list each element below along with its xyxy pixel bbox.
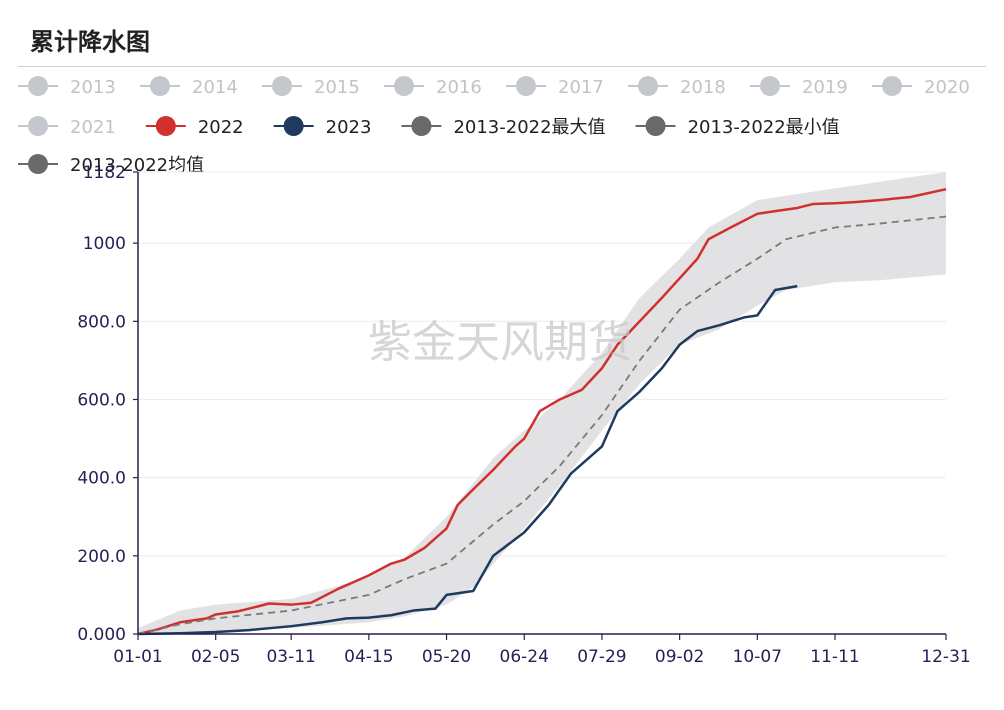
legend-item-2021[interactable]: 2021 — [18, 116, 116, 138]
x-tick-label: 01-01 — [113, 647, 162, 667]
legend-label: 2013-2022最大值 — [453, 117, 605, 138]
legend-item-2015[interactable]: 2015 — [262, 76, 360, 98]
legend-item-2017[interactable]: 2017 — [506, 76, 604, 98]
legend-marker-icon — [283, 116, 304, 136]
y-tick-label: 600.0 — [77, 390, 126, 410]
legend-marker-icon — [155, 116, 176, 136]
watermark: 紫金天风期货 — [368, 317, 632, 368]
series-line-average — [137, 215, 947, 635]
legend-item-2013-2022均值[interactable]: 2013-2022均值 — [18, 154, 204, 176]
legend-label: 2013-2022最小值 — [688, 117, 840, 138]
x-tick-label: 07-29 — [577, 647, 626, 667]
legend-marker-icon — [882, 76, 902, 96]
legend-marker-icon — [760, 76, 780, 96]
legend-label: 2014 — [192, 77, 238, 98]
legend-item-2013-2022最小值[interactable]: 2013-2022最小值 — [635, 116, 840, 138]
x-tick-label: 12-31 — [921, 647, 970, 667]
legend-label: 2018 — [680, 77, 726, 98]
y-tick-label: 200.0 — [77, 547, 126, 567]
legend-marker-icon — [150, 76, 170, 96]
x-tick-label: 09-02 — [655, 647, 704, 667]
plot-area — [137, 172, 947, 636]
x-tick-label: 02-05 — [191, 647, 240, 667]
legend-label: 2022 — [198, 117, 244, 138]
x-tick-label: 05-20 — [422, 647, 471, 667]
x-tick-label: 06-24 — [500, 647, 549, 667]
legend-marker-icon — [638, 76, 658, 96]
axes: 0.000 200.0 400.0 600.0 800.0 1000 1182 01-01 02… — [77, 163, 970, 667]
legend-label: 2013 — [70, 77, 116, 98]
legend-label: 2016 — [436, 77, 482, 98]
x-tick-label: 10-07 — [733, 647, 782, 667]
legend-item-2022[interactable]: 2022 — [145, 116, 244, 138]
legend-marker-icon — [394, 76, 414, 96]
legend-label: 2023 — [326, 117, 372, 138]
y-tick-label: 400.0 — [77, 469, 126, 489]
x-tick-label: 04-15 — [344, 647, 393, 667]
max-min-band — [138, 172, 946, 634]
legend-label: 2017 — [558, 77, 604, 98]
x-tick-label: 03-11 — [266, 647, 315, 667]
legend: 2013 2014 2015 2016 2017 2018 2019 2020 2021 2022… — [18, 76, 970, 176]
y-tick-label: 0.000 — [77, 625, 126, 645]
legend-marker-icon — [411, 116, 432, 136]
legend-item-2020[interactable]: 2020 — [872, 76, 970, 98]
legend-item-2014[interactable]: 2014 — [140, 76, 238, 98]
legend-marker-icon — [516, 76, 536, 96]
legend-item-2023[interactable]: 2023 — [273, 116, 372, 138]
y-tick-label: 800.0 — [77, 312, 126, 332]
legend-label: 2020 — [924, 77, 970, 98]
title-divider — [18, 66, 986, 67]
legend-label: 2019 — [802, 77, 848, 98]
legend-marker-icon — [28, 154, 48, 174]
y-tick-label: 1182 — [83, 163, 126, 183]
page-title: 累计降水图 — [30, 27, 150, 56]
legend-item-2013[interactable]: 2013 — [18, 76, 116, 98]
legend-item-2019[interactable]: 2019 — [750, 76, 848, 98]
series-line-2022 — [137, 187, 947, 636]
series-line-2023 — [137, 284, 798, 636]
legend-item-2016[interactable]: 2016 — [384, 76, 482, 98]
legend-item-2013-2022最大值[interactable]: 2013-2022最大值 — [401, 116, 606, 138]
legend-marker-icon — [645, 116, 666, 136]
legend-item-2018[interactable]: 2018 — [628, 76, 726, 98]
legend-marker-icon — [28, 116, 48, 136]
legend-marker-icon — [28, 76, 48, 96]
legend-label: 2015 — [314, 77, 360, 98]
y-tick-label: 1000 — [83, 234, 126, 254]
legend-label: 2013-2022均值 — [70, 155, 204, 176]
legend-label: 2021 — [70, 117, 116, 138]
x-tick-label: 11-11 — [810, 647, 859, 667]
legend-marker-icon — [272, 76, 292, 96]
